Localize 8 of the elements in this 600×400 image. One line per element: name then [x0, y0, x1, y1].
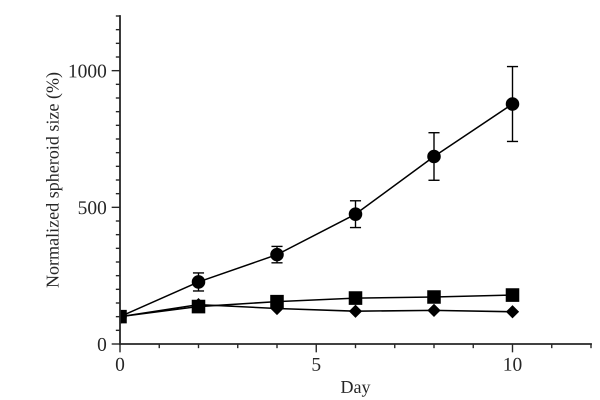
y-axis-title: Normalized spheroid size (%) [46, 72, 62, 288]
y-tick-label: 500 [78, 201, 106, 214]
x-axis-title: Day [340, 381, 370, 397]
x-tick-label: 10 [504, 358, 522, 371]
y-tick-label: 0 [98, 338, 106, 351]
x-tick-label: 5 [312, 358, 320, 371]
x-tick-label: 0 [116, 358, 124, 371]
y-tick-label: 1000 [70, 64, 106, 78]
